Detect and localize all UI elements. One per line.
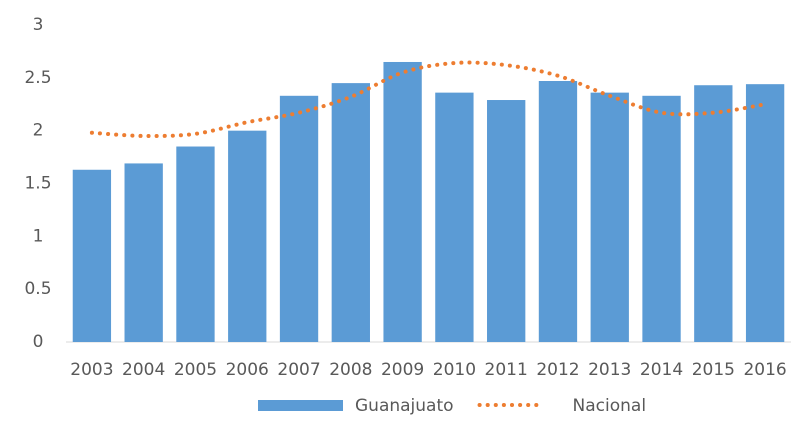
- bar: [176, 146, 215, 342]
- x-tick-label: 2012: [536, 360, 579, 380]
- x-tick-label: 2009: [381, 360, 424, 380]
- x-tick-label: 2003: [70, 360, 113, 380]
- bar: [72, 169, 112, 342]
- x-tick-label: 2010: [433, 360, 476, 380]
- y-tick-label: 2: [33, 121, 44, 141]
- line: [89, 60, 768, 139]
- bar: [331, 83, 370, 342]
- y-tick-label: 1: [33, 226, 44, 246]
- bar: [538, 81, 578, 343]
- bar: [383, 61, 422, 342]
- legend-swatch: [258, 400, 343, 411]
- bar: [745, 84, 785, 342]
- x-tick-label: 2004: [122, 360, 165, 380]
- x-tick-label: 2013: [588, 360, 631, 380]
- x-tick-label: 2015: [692, 360, 735, 380]
- x-tick-label: 2011: [485, 360, 528, 380]
- bar: [590, 92, 629, 342]
- x-tick-label: 2008: [329, 360, 372, 380]
- x-tick-label: 2014: [640, 360, 683, 380]
- legend-label: Nacional: [573, 396, 647, 416]
- bar: [124, 163, 163, 342]
- x-tick-label: 2007: [277, 360, 320, 380]
- bar: [228, 130, 267, 342]
- y-tick-label: 0: [33, 332, 44, 352]
- y-tick-label: 1.5: [24, 174, 51, 194]
- bar: [642, 95, 681, 343]
- bar: [279, 95, 319, 343]
- bar: [487, 100, 526, 342]
- y-tick-label: 3: [33, 15, 44, 35]
- x-tick-label: 2006: [226, 360, 269, 380]
- legend-label: Guanajuato: [355, 396, 454, 416]
- bar: [694, 85, 733, 342]
- x-tick-label: 2005: [174, 360, 217, 380]
- y-tick-label: 0.5: [24, 279, 51, 299]
- x-tick-label: 2016: [743, 360, 786, 380]
- bar: [435, 92, 474, 342]
- y-tick-label: 2.5: [24, 68, 51, 88]
